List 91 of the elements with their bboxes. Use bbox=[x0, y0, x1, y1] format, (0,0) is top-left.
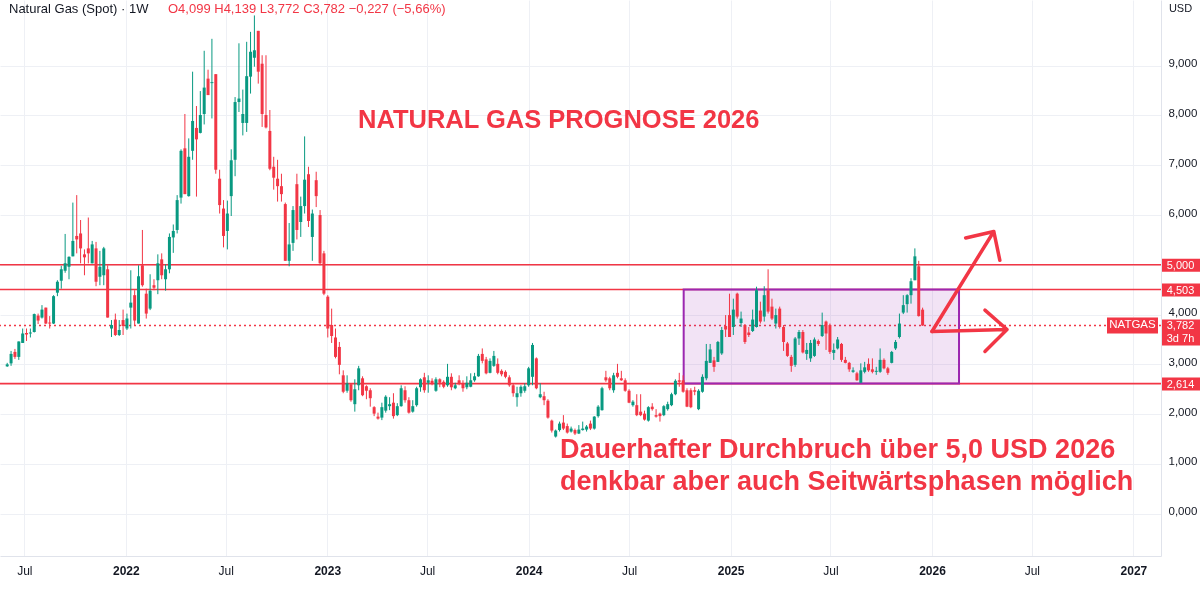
candlestick bbox=[839, 342, 843, 363]
candlestick bbox=[198, 90, 202, 134]
candlestick bbox=[310, 209, 314, 262]
candlestick bbox=[762, 285, 766, 323]
candlestick bbox=[774, 308, 778, 330]
x-tick-label: 2025 bbox=[717, 563, 745, 578]
x-tick-label: Jul bbox=[419, 563, 436, 578]
candlestick bbox=[148, 273, 152, 311]
x-tick-label: 2024 bbox=[515, 563, 543, 578]
candlestick bbox=[639, 393, 643, 417]
candlestick bbox=[368, 387, 372, 408]
candlestick bbox=[279, 173, 283, 203]
candlestick bbox=[654, 408, 658, 419]
candlestick bbox=[476, 353, 480, 378]
candlestick bbox=[194, 105, 198, 198]
candlestick bbox=[569, 426, 573, 434]
y-tick-label: 8,000 bbox=[1168, 106, 1198, 119]
candlestick bbox=[71, 202, 75, 257]
annotation: NATGAS bbox=[1109, 318, 1157, 331]
candlestick bbox=[515, 386, 519, 408]
candlestick bbox=[345, 374, 349, 394]
candlestick bbox=[210, 38, 214, 119]
candlestick bbox=[156, 253, 160, 295]
candlestick bbox=[812, 336, 816, 358]
candlestick bbox=[171, 223, 175, 254]
candlestick bbox=[878, 347, 882, 374]
y-tick-label: 6,000 bbox=[1168, 206, 1198, 219]
candlestick bbox=[36, 313, 40, 325]
candlestick bbox=[446, 363, 450, 388]
candlestick bbox=[727, 293, 731, 338]
x-tick-label: 2023 bbox=[314, 563, 342, 578]
x-tick-label: Jul bbox=[1024, 563, 1041, 578]
candlestick bbox=[612, 372, 616, 394]
y-tick-label: 7,000 bbox=[1168, 156, 1198, 169]
y-axis-title: USD bbox=[1168, 2, 1193, 14]
candlestick bbox=[809, 339, 813, 363]
candlestick bbox=[13, 348, 17, 360]
x-tick-label: Jul bbox=[17, 563, 33, 578]
candlestick bbox=[689, 387, 693, 409]
candlestick bbox=[337, 341, 341, 375]
candlestick bbox=[276, 159, 280, 203]
ref-line-label: 3,782 3d 7h bbox=[1166, 319, 1195, 345]
candlestick bbox=[299, 196, 303, 238]
candlestick bbox=[631, 399, 635, 408]
candlestick bbox=[743, 323, 747, 345]
candlestick bbox=[712, 356, 716, 373]
candlestick bbox=[731, 298, 735, 336]
candlestick bbox=[735, 292, 739, 320]
candlestick bbox=[98, 250, 102, 286]
annotation: O4,099 H4,139 L3,772 C3,782 −0,227 (−5,66%) bbox=[168, 1, 446, 16]
x-tick-label: 2026 bbox=[919, 563, 947, 578]
candlestick bbox=[801, 329, 805, 354]
candlestick bbox=[820, 312, 824, 338]
candlestick bbox=[859, 362, 863, 384]
candlestick bbox=[314, 171, 318, 208]
x-tick-label: Jul bbox=[823, 563, 839, 578]
text: NATURAL GAS PROGNOSE 2026 bbox=[358, 105, 760, 133]
candlestick bbox=[67, 255, 71, 280]
candlestick bbox=[897, 313, 901, 339]
chart-subtitle: Natural Gas (Spot) · 1W bbox=[9, 1, 150, 16]
candlestick bbox=[600, 386, 604, 412]
candlestick bbox=[129, 269, 133, 330]
x-tick-label: 2022 bbox=[112, 563, 141, 578]
y-tick-label: 3,000 bbox=[1168, 355, 1198, 368]
candlestick bbox=[739, 311, 743, 328]
x-tick-label: Jul bbox=[218, 563, 234, 578]
annotation: Dauerhafter Durchbruch über 5,0 USD 2026 bbox=[560, 434, 1116, 464]
x-tick-label: Jul bbox=[621, 563, 638, 578]
candlestick bbox=[164, 263, 168, 292]
ref-line-label: 5,000 bbox=[1166, 258, 1195, 271]
candlestick bbox=[399, 384, 403, 408]
candlestick bbox=[357, 365, 361, 391]
candlestick bbox=[264, 54, 268, 129]
y-tick-label: 2,000 bbox=[1168, 405, 1198, 418]
candlestick bbox=[635, 393, 639, 417]
candlestick bbox=[75, 194, 79, 254]
candlestick bbox=[901, 294, 905, 315]
y-tick-label: 9,000 bbox=[1168, 57, 1198, 70]
annotation: denkbar aber auch Seitwärtsphasen möglich bbox=[560, 466, 1134, 496]
candlestick bbox=[851, 366, 855, 374]
y-tick-label: 0,000 bbox=[1168, 505, 1198, 518]
y-tick-label: 1,000 bbox=[1168, 455, 1198, 468]
candlestick bbox=[415, 386, 419, 408]
x-tick-label: 2027 bbox=[1120, 563, 1148, 578]
ref-line-label: 2,614 bbox=[1166, 377, 1195, 390]
candlestick bbox=[353, 378, 357, 413]
candlestick bbox=[206, 69, 210, 96]
ref-line-label: 4,503 bbox=[1166, 283, 1195, 296]
candlestick bbox=[778, 306, 782, 330]
y-tick-label: 4,000 bbox=[1168, 306, 1198, 319]
candlestick bbox=[40, 304, 44, 320]
